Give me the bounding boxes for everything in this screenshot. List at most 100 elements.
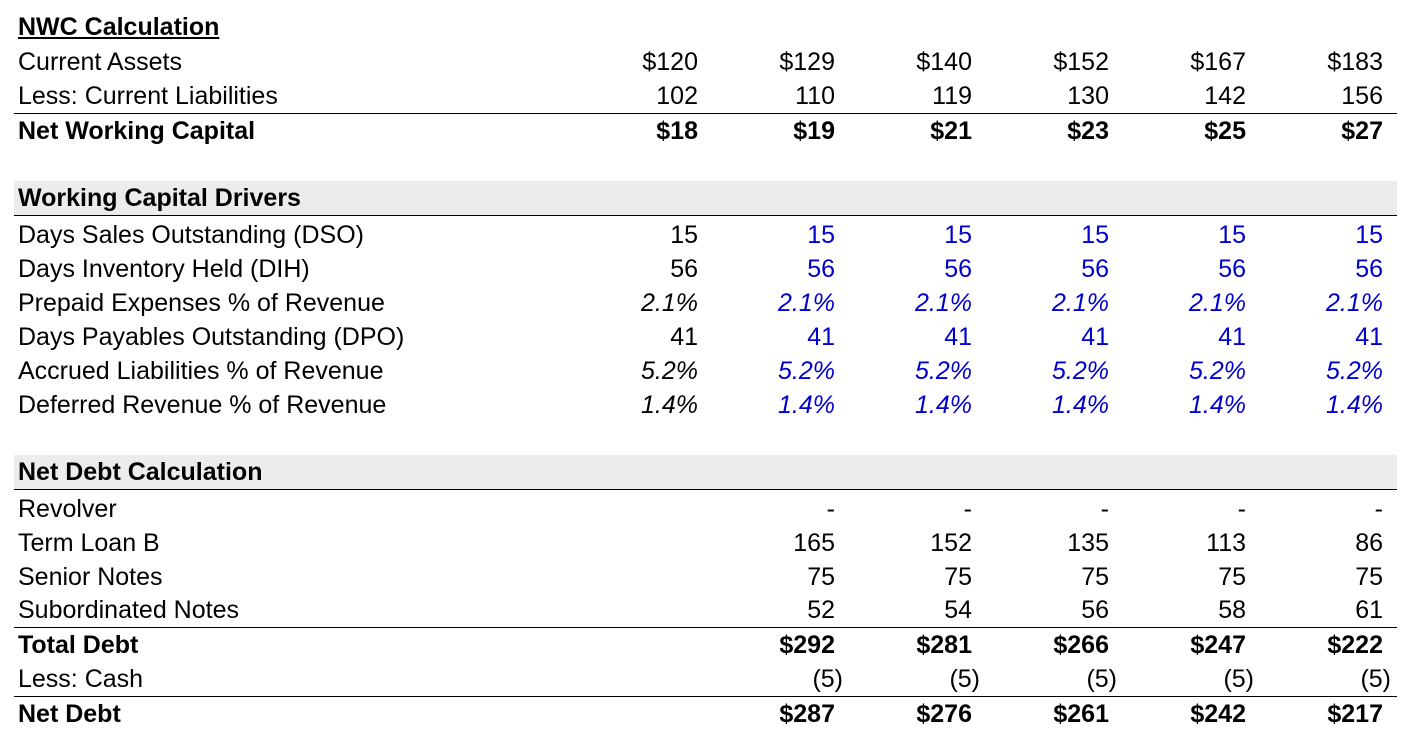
current-liabilities-row: Less: Current Liabilities 102 110 119 13… <box>14 79 1397 114</box>
input-cell: 56 <box>1081 255 1109 283</box>
value-cell: $287 <box>779 700 835 728</box>
value-cell: (5) <box>1360 665 1391 693</box>
value-cell: 41 <box>670 323 698 351</box>
input-cell: 15 <box>1218 221 1246 249</box>
value-cell: 56 <box>1081 596 1109 624</box>
value-cell: 56 <box>670 255 698 283</box>
row-label: Net Debt <box>18 700 121 728</box>
value-cell: $247 <box>1190 631 1246 659</box>
row-label: Revolver <box>18 495 117 523</box>
input-cell: 1.4% <box>1189 391 1246 419</box>
value-cell: $242 <box>1190 700 1246 728</box>
nwc-title: NWC Calculation <box>18 13 220 41</box>
value-cell: 75 <box>1218 563 1246 591</box>
row-label: Senior Notes <box>18 563 163 591</box>
row-label: Accrued Liabilities % of Revenue <box>18 357 384 385</box>
input-cell: 56 <box>1355 255 1383 283</box>
row-label: Total Debt <box>18 631 139 659</box>
input-cell: 1.4% <box>1326 391 1383 419</box>
current-assets-row: Current Assets $120 $129 $140 $152 $167 … <box>14 45 1397 79</box>
value-cell: $222 <box>1327 631 1383 659</box>
value-cell: $167 <box>1190 48 1246 76</box>
row-label: Subordinated Notes <box>18 596 239 624</box>
value-cell: 58 <box>1218 596 1246 624</box>
value-cell: $183 <box>1327 48 1383 76</box>
input-cell: 1.4% <box>778 391 835 419</box>
input-cell: 15 <box>944 221 972 249</box>
value-cell: - <box>963 495 972 523</box>
dso-row: Days Sales Outstanding (DSO) 15 15 15 15… <box>14 218 1397 252</box>
value-cell: $140 <box>916 48 972 76</box>
net-working-capital-row: Net Working Capital $18 $19 $21 $23 $25 … <box>14 114 1397 148</box>
less-cash-row: Less: Cash (5) (5) (5) (5) (5) <box>14 662 1397 697</box>
input-cell: 1.4% <box>1052 391 1109 419</box>
value-cell: $23 <box>1067 117 1109 145</box>
input-cell: 5.2% <box>778 357 835 385</box>
value-cell: (5) <box>812 665 843 693</box>
input-cell: 41 <box>944 323 972 351</box>
input-cell: 15 <box>1355 221 1383 249</box>
value-cell: 165 <box>793 529 835 557</box>
value-cell: 61 <box>1355 596 1383 624</box>
row-label: Less: Current Liabilities <box>18 82 278 110</box>
accrued-row: Accrued Liabilities % of Revenue 5.2% 5.… <box>14 354 1397 388</box>
value-cell: $217 <box>1327 700 1383 728</box>
row-label: Days Payables Outstanding (DPO) <box>18 323 405 351</box>
value-cell: $266 <box>1053 631 1109 659</box>
value-cell: 152 <box>930 529 972 557</box>
net-debt-row: Net Debt $287 $276 $261 $242 $217 <box>14 697 1397 731</box>
value-cell: 15 <box>670 221 698 249</box>
input-cell: 1.4% <box>915 391 972 419</box>
input-cell: 56 <box>944 255 972 283</box>
value-cell: $152 <box>1053 48 1109 76</box>
value-cell: $261 <box>1053 700 1109 728</box>
row-label: Deferred Revenue % of Revenue <box>18 391 387 419</box>
input-cell: 41 <box>807 323 835 351</box>
net-debt-title: Net Debt Calculation <box>18 458 263 486</box>
value-cell: $129 <box>779 48 835 76</box>
input-cell: 5.2% <box>915 357 972 385</box>
value-cell: $18 <box>656 117 698 145</box>
value-cell: (5) <box>1086 665 1117 693</box>
term-loan-b-row: Term Loan B 165 152 135 113 86 <box>14 526 1397 560</box>
input-cell: 41 <box>1355 323 1383 351</box>
value-cell: 130 <box>1067 82 1109 110</box>
value-cell: $281 <box>916 631 972 659</box>
value-cell: $276 <box>916 700 972 728</box>
value-cell: 86 <box>1355 529 1383 557</box>
value-cell: 5.2% <box>641 357 698 385</box>
subordinated-notes-row: Subordinated Notes 52 54 56 58 61 <box>14 593 1397 628</box>
value-cell: 54 <box>944 596 972 624</box>
value-cell: 113 <box>1206 529 1246 557</box>
input-cell: 5.2% <box>1189 357 1246 385</box>
value-cell: - <box>1100 495 1109 523</box>
value-cell: 2.1% <box>641 289 698 317</box>
input-cell: 5.2% <box>1052 357 1109 385</box>
value-cell: - <box>1237 495 1246 523</box>
row-label: Days Inventory Held (DIH) <box>18 255 310 283</box>
revolver-row: Revolver - - - - - <box>14 492 1397 526</box>
dih-row: Days Inventory Held (DIH) 56 56 56 56 56… <box>14 252 1397 286</box>
row-label: Current Assets <box>18 48 182 76</box>
value-cell: 75 <box>807 563 835 591</box>
prepaid-row: Prepaid Expenses % of Revenue 2.1% 2.1% … <box>14 286 1397 320</box>
value-cell: $27 <box>1341 117 1383 145</box>
value-cell: $21 <box>930 117 972 145</box>
value-cell: (5) <box>949 665 980 693</box>
input-cell: 41 <box>1218 323 1246 351</box>
value-cell: 142 <box>1204 82 1246 110</box>
value-cell: 110 <box>795 82 835 110</box>
value-cell: 75 <box>944 563 972 591</box>
input-cell: 41 <box>1081 323 1109 351</box>
value-cell: 156 <box>1341 82 1383 110</box>
input-cell: 15 <box>1081 221 1109 249</box>
row-label: Days Sales Outstanding (DSO) <box>18 221 364 249</box>
input-cell: 15 <box>807 221 835 249</box>
net-debt-section-header: Net Debt Calculation <box>14 455 1397 490</box>
row-label: Prepaid Expenses % of Revenue <box>18 289 385 317</box>
value-cell: 52 <box>807 596 835 624</box>
drivers-title: Working Capital Drivers <box>18 184 301 212</box>
value-cell: $19 <box>793 117 835 145</box>
value-cell: 75 <box>1081 563 1109 591</box>
value-cell: 135 <box>1067 529 1109 557</box>
